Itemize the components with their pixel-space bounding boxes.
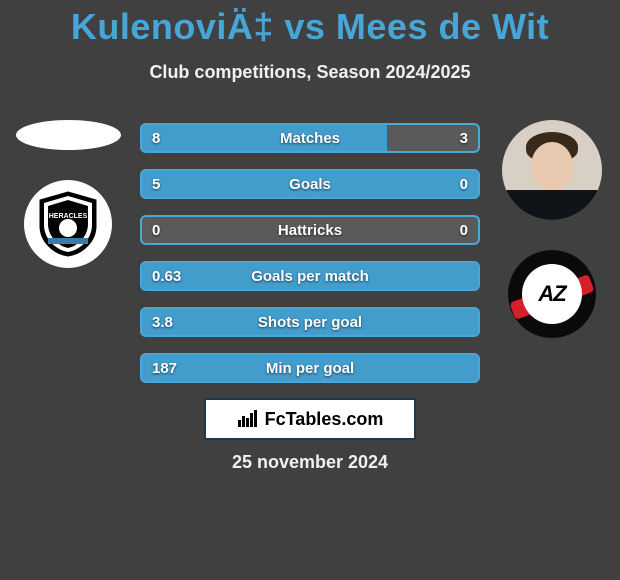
- heracles-shield-icon: HERACLES: [34, 190, 102, 258]
- az-badge-inner: AZ: [522, 264, 582, 324]
- stat-row: 0Hattricks0: [140, 215, 480, 245]
- stat-right-value: 0: [460, 171, 468, 197]
- stat-row: 5Goals0: [140, 169, 480, 199]
- date-line: 25 november 2024: [0, 452, 620, 473]
- brand-text: FcTables.com: [265, 409, 384, 430]
- right-club-badge: AZ: [508, 250, 596, 338]
- right-player-column: AZ: [492, 120, 612, 338]
- left-club-badge: HERACLES: [24, 180, 112, 268]
- stat-row: 8Matches3: [140, 123, 480, 153]
- stat-label: Matches: [142, 125, 478, 151]
- fctables-icon: [237, 410, 259, 428]
- comparison-card: KulenoviÄ‡ vs Mees de Wit Club competiti…: [0, 0, 620, 580]
- az-badge-text: AZ: [538, 281, 565, 307]
- brand-box: FcTables.com: [204, 398, 416, 440]
- stat-label: Shots per goal: [142, 309, 478, 335]
- avatar-face: [531, 142, 573, 190]
- stat-right-value: 3: [460, 125, 468, 151]
- stats-bars: 8Matches35Goals00Hattricks00.63Goals per…: [140, 123, 480, 399]
- stat-row: 187Min per goal: [140, 353, 480, 383]
- right-player-avatar: [502, 120, 602, 220]
- stat-label: Min per goal: [142, 355, 478, 381]
- stat-label: Hattricks: [142, 217, 478, 243]
- stat-row: 3.8Shots per goal: [140, 307, 480, 337]
- stat-row: 0.63Goals per match: [140, 261, 480, 291]
- svg-text:HERACLES: HERACLES: [49, 213, 88, 220]
- left-player-avatar-placeholder: [16, 120, 121, 150]
- page-title: KulenoviÄ‡ vs Mees de Wit: [0, 0, 620, 48]
- left-player-column: HERACLES: [8, 120, 128, 268]
- subtitle: Club competitions, Season 2024/2025: [0, 62, 620, 83]
- stat-label: Goals: [142, 171, 478, 197]
- stat-right-value: 0: [460, 217, 468, 243]
- stat-label: Goals per match: [142, 263, 478, 289]
- avatar-shirt: [502, 190, 602, 220]
